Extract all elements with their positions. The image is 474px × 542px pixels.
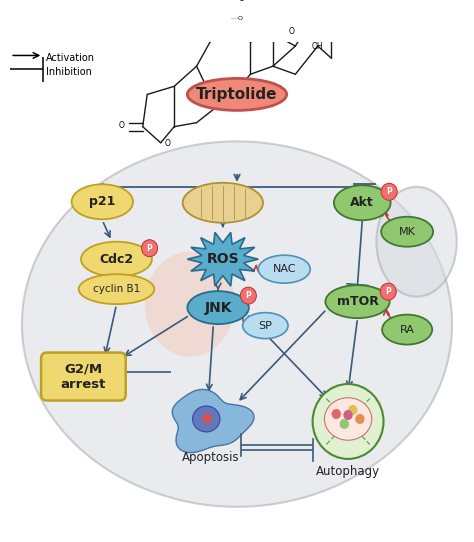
Text: G2/M
arrest: G2/M arrest — [61, 363, 106, 391]
Ellipse shape — [381, 217, 433, 247]
Text: Inhibition: Inhibition — [46, 67, 91, 77]
Ellipse shape — [81, 242, 152, 276]
Text: JNK: JNK — [204, 301, 232, 314]
Circle shape — [343, 410, 353, 420]
Text: RA: RA — [400, 325, 415, 334]
Text: p21: p21 — [89, 195, 116, 208]
Text: MK: MK — [399, 227, 416, 237]
Text: P: P — [386, 188, 392, 196]
Ellipse shape — [382, 314, 432, 345]
Ellipse shape — [182, 183, 263, 223]
Ellipse shape — [324, 398, 372, 440]
Circle shape — [381, 183, 397, 200]
Text: O: O — [288, 27, 294, 36]
Polygon shape — [187, 233, 258, 286]
Text: Autophagy: Autophagy — [316, 465, 380, 478]
Ellipse shape — [243, 313, 288, 339]
Text: mTOR: mTOR — [337, 295, 378, 308]
Polygon shape — [22, 141, 452, 507]
Text: O: O — [238, 0, 245, 3]
FancyBboxPatch shape — [41, 352, 126, 401]
Ellipse shape — [72, 184, 133, 220]
Text: O: O — [164, 139, 170, 148]
Ellipse shape — [79, 274, 155, 304]
Text: cyclin B1: cyclin B1 — [93, 284, 140, 294]
Circle shape — [240, 287, 256, 304]
Text: Apoptosis: Apoptosis — [182, 451, 240, 464]
Text: SP: SP — [258, 321, 272, 331]
Text: H: H — [210, 99, 215, 108]
Ellipse shape — [145, 251, 235, 357]
Text: Triptolide: Triptolide — [196, 87, 278, 102]
Text: Activation: Activation — [46, 53, 95, 63]
Ellipse shape — [376, 187, 457, 296]
Text: Cdc2: Cdc2 — [100, 253, 134, 266]
Ellipse shape — [334, 185, 391, 220]
Circle shape — [339, 419, 349, 429]
Text: P: P — [146, 244, 153, 253]
Circle shape — [348, 405, 357, 415]
Ellipse shape — [187, 291, 249, 324]
Circle shape — [313, 384, 383, 459]
Circle shape — [142, 240, 157, 257]
Ellipse shape — [187, 79, 287, 111]
Circle shape — [202, 414, 212, 423]
Text: P: P — [385, 287, 391, 296]
Polygon shape — [172, 389, 254, 453]
Ellipse shape — [325, 285, 390, 318]
Circle shape — [331, 409, 341, 419]
Ellipse shape — [258, 255, 310, 283]
Text: O: O — [118, 121, 124, 130]
Text: ····O: ····O — [231, 16, 244, 21]
Text: OH: OH — [312, 42, 324, 50]
Text: P: P — [246, 291, 251, 300]
Text: ROS: ROS — [207, 252, 239, 266]
Text: NAC: NAC — [273, 264, 296, 274]
Text: Akt: Akt — [350, 196, 374, 209]
Circle shape — [380, 283, 396, 300]
Ellipse shape — [192, 406, 220, 432]
Circle shape — [355, 414, 365, 424]
